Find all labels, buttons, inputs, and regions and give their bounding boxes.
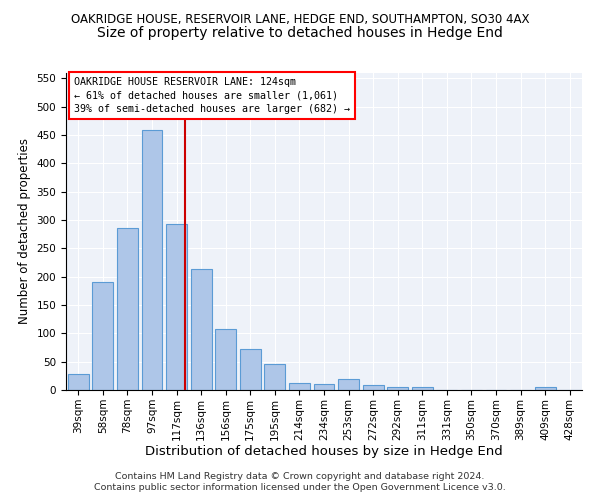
Bar: [240, 348, 261, 390]
Bar: [387, 387, 408, 390]
Bar: [215, 329, 236, 390]
Bar: [191, 269, 212, 390]
Text: OAKRIDGE HOUSE RESERVOIR LANE: 124sqm
← 61% of detached houses are smaller (1,06: OAKRIDGE HOUSE RESERVOIR LANE: 124sqm ← …: [74, 78, 350, 114]
Bar: [166, 224, 187, 390]
Bar: [412, 387, 433, 390]
Bar: [68, 374, 89, 390]
Bar: [265, 364, 286, 390]
Text: OAKRIDGE HOUSE, RESERVOIR LANE, HEDGE END, SOUTHAMPTON, SO30 4AX: OAKRIDGE HOUSE, RESERVOIR LANE, HEDGE EN…: [71, 12, 529, 26]
Bar: [338, 378, 359, 390]
Text: Contains public sector information licensed under the Open Government Licence v3: Contains public sector information licen…: [94, 484, 506, 492]
Bar: [314, 384, 334, 390]
Text: Contains HM Land Registry data © Crown copyright and database right 2024.: Contains HM Land Registry data © Crown c…: [115, 472, 485, 481]
Y-axis label: Number of detached properties: Number of detached properties: [18, 138, 31, 324]
Bar: [142, 130, 163, 390]
Bar: [289, 383, 310, 390]
Text: Size of property relative to detached houses in Hedge End: Size of property relative to detached ho…: [97, 26, 503, 40]
Bar: [92, 282, 113, 390]
Bar: [362, 386, 383, 390]
X-axis label: Distribution of detached houses by size in Hedge End: Distribution of detached houses by size …: [145, 446, 503, 458]
Bar: [535, 387, 556, 390]
Bar: [117, 228, 138, 390]
